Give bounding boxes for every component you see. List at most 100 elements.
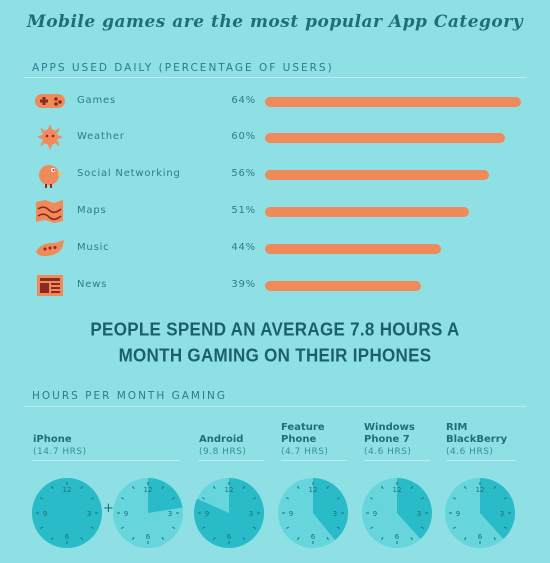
clock-tick xyxy=(120,497,125,500)
bar-value-label: 56% xyxy=(231,168,256,179)
clock-tick xyxy=(252,526,257,529)
clock-number: 12 xyxy=(225,486,234,494)
clock-tick xyxy=(51,485,54,490)
clock-number: 6 xyxy=(395,533,400,541)
bar-weather xyxy=(265,133,505,143)
bar-row-weather: Weather 60% xyxy=(0,123,550,151)
clock-tick xyxy=(420,497,425,500)
clock-number: 9 xyxy=(456,510,460,518)
bar-value-label: 44% xyxy=(231,242,256,253)
platform-hours: (4.6 HRS) xyxy=(364,447,412,457)
clock-tick xyxy=(39,497,44,500)
clock-tick xyxy=(464,485,467,490)
clock-tick xyxy=(336,526,341,529)
clock-tick xyxy=(132,485,135,490)
clock-tick xyxy=(336,497,341,500)
clock-tick xyxy=(242,536,245,541)
clock-tick xyxy=(420,526,425,529)
platform-header-rim-blackberry: RIM BlackBerry (4.6 HRS) xyxy=(446,422,516,458)
clock-tick xyxy=(452,526,457,529)
gaming-section-label: HOURS PER MONTH GAMING xyxy=(32,390,228,402)
bar-label: Social Networking xyxy=(77,168,181,179)
clock-tick xyxy=(381,536,384,541)
bar-row-social-networking: Social Networking 56% xyxy=(0,160,550,188)
platform-name: RIM BlackBerry xyxy=(446,422,508,445)
clock-number: 6 xyxy=(311,533,316,541)
clock-tick xyxy=(464,536,467,541)
clock-tick xyxy=(132,536,135,541)
clock-number: 12 xyxy=(476,486,485,494)
clock-number: 9 xyxy=(124,510,128,518)
clock-tick xyxy=(90,497,95,500)
clock-number: 6 xyxy=(227,533,232,541)
bar-games xyxy=(265,97,521,107)
newspaper-icon xyxy=(37,275,63,296)
clock-tick xyxy=(51,536,54,541)
clock-tick xyxy=(493,485,496,490)
clock-tick xyxy=(161,485,164,490)
bar-maps xyxy=(265,207,469,217)
clock-tick xyxy=(369,526,374,529)
platform-hours: (4.7 HRS) xyxy=(281,447,329,457)
clock-slice xyxy=(148,478,183,513)
bar-value-label: 51% xyxy=(231,205,256,216)
clock-tick xyxy=(503,526,508,529)
map-icon xyxy=(36,200,63,223)
clock-number: 12 xyxy=(144,486,153,494)
apps-section-label: APPS USED DAILY (PERCENTAGE OF USERS) xyxy=(32,62,334,74)
clock-tick xyxy=(410,485,413,490)
clock-tick xyxy=(452,497,457,500)
divider xyxy=(24,77,526,78)
clock-tick xyxy=(369,497,374,500)
clock-tick xyxy=(252,497,257,500)
bar-row-music: Music 44% xyxy=(0,234,550,262)
clock-number: 6 xyxy=(478,533,483,541)
platform-name: Feature Phone xyxy=(281,422,325,445)
clock-number: 3 xyxy=(500,510,504,518)
clock-tick xyxy=(297,536,300,541)
platform-header-iphone: iPhone (14.7 HRS) xyxy=(33,434,87,458)
clock-slice xyxy=(397,478,433,540)
platform-hours: (14.7 HRS) xyxy=(33,447,87,457)
bar-value-label: 64% xyxy=(231,95,256,106)
clock-tick xyxy=(285,497,290,500)
bar-news xyxy=(265,281,421,291)
clock-tick xyxy=(213,536,216,541)
bar-music xyxy=(265,244,441,254)
clock-slice xyxy=(194,478,264,548)
bar-social-networking xyxy=(265,170,489,180)
clock-number: 3 xyxy=(87,510,91,518)
divider xyxy=(32,460,180,461)
platform-name: Windows Phone 7 xyxy=(364,422,415,445)
clock-tick xyxy=(171,497,176,500)
clock-tick xyxy=(171,526,176,529)
clock-number: 3 xyxy=(249,510,253,518)
sun-icon xyxy=(37,124,63,150)
clock-tick xyxy=(80,536,83,541)
bar-label: Weather xyxy=(77,131,125,142)
plus-sign: + xyxy=(103,501,114,516)
clock-number: 9 xyxy=(43,510,47,518)
platform-header-feature-phone: Feature Phone (4.7 HRS) xyxy=(281,422,343,458)
bar-label: Games xyxy=(77,95,116,106)
clock-number: 9 xyxy=(205,510,209,518)
clock-tick xyxy=(297,485,300,490)
platform-hours: (9.8 HRS) xyxy=(199,447,247,457)
platform-header-android: Android (9.8 HRS) xyxy=(199,434,246,458)
clock-tick xyxy=(326,485,329,490)
divider xyxy=(24,406,526,407)
clock-tick xyxy=(213,485,216,490)
divider xyxy=(364,460,430,461)
divider xyxy=(198,460,264,461)
page-title: Mobile games are the most popular App Ca… xyxy=(26,12,524,32)
platform-name: Android xyxy=(199,434,244,445)
platform-hours: (4.6 HRS) xyxy=(446,447,494,457)
bar-row-games: Games 64% xyxy=(0,87,550,115)
clock-number: 3 xyxy=(417,510,421,518)
clock-slice xyxy=(32,478,102,548)
clock-tick xyxy=(201,526,206,529)
bird-icon xyxy=(39,165,64,188)
clock-slice xyxy=(313,478,348,541)
ocarina-icon xyxy=(36,240,64,257)
clock-number: 3 xyxy=(333,510,337,518)
